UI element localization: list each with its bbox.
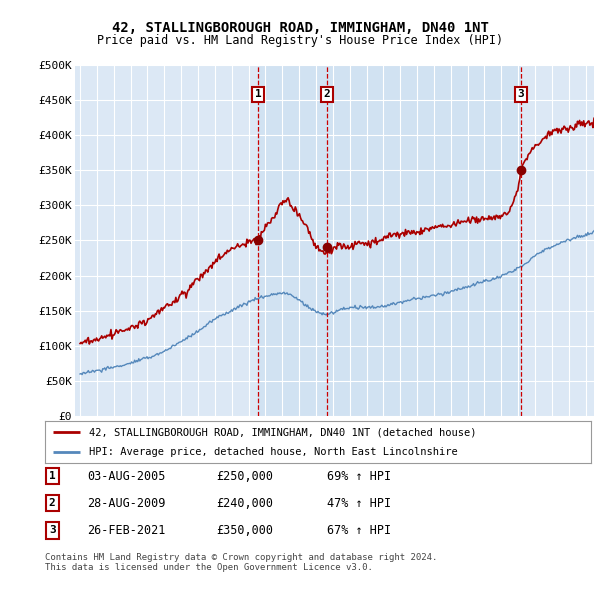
- Text: £240,000: £240,000: [216, 497, 273, 510]
- Text: 47% ↑ HPI: 47% ↑ HPI: [327, 497, 391, 510]
- Text: 42, STALLINGBOROUGH ROAD, IMMINGHAM, DN40 1NT: 42, STALLINGBOROUGH ROAD, IMMINGHAM, DN4…: [112, 21, 488, 35]
- Text: 67% ↑ HPI: 67% ↑ HPI: [327, 524, 391, 537]
- Text: £350,000: £350,000: [216, 524, 273, 537]
- Text: 3: 3: [49, 526, 56, 535]
- Text: £250,000: £250,000: [216, 470, 273, 483]
- Bar: [259, 65, 327, 416]
- Text: Contains HM Land Registry data © Crown copyright and database right 2024.: Contains HM Land Registry data © Crown c…: [45, 553, 437, 562]
- Text: 2: 2: [49, 499, 56, 508]
- Text: HPI: Average price, detached house, North East Lincolnshire: HPI: Average price, detached house, Nort…: [89, 447, 457, 457]
- Text: 26-FEB-2021: 26-FEB-2021: [87, 524, 166, 537]
- Text: 42, STALLINGBOROUGH ROAD, IMMINGHAM, DN40 1NT (detached house): 42, STALLINGBOROUGH ROAD, IMMINGHAM, DN4…: [89, 427, 476, 437]
- Text: 1: 1: [49, 471, 56, 481]
- Text: 69% ↑ HPI: 69% ↑ HPI: [327, 470, 391, 483]
- Text: 2: 2: [323, 90, 330, 99]
- Text: This data is licensed under the Open Government Licence v3.0.: This data is licensed under the Open Gov…: [45, 563, 373, 572]
- Text: 1: 1: [255, 90, 262, 99]
- Text: 28-AUG-2009: 28-AUG-2009: [87, 497, 166, 510]
- Bar: [327, 65, 521, 416]
- Text: Price paid vs. HM Land Registry's House Price Index (HPI): Price paid vs. HM Land Registry's House …: [97, 34, 503, 47]
- Text: 3: 3: [517, 90, 524, 99]
- Text: 03-AUG-2005: 03-AUG-2005: [87, 470, 166, 483]
